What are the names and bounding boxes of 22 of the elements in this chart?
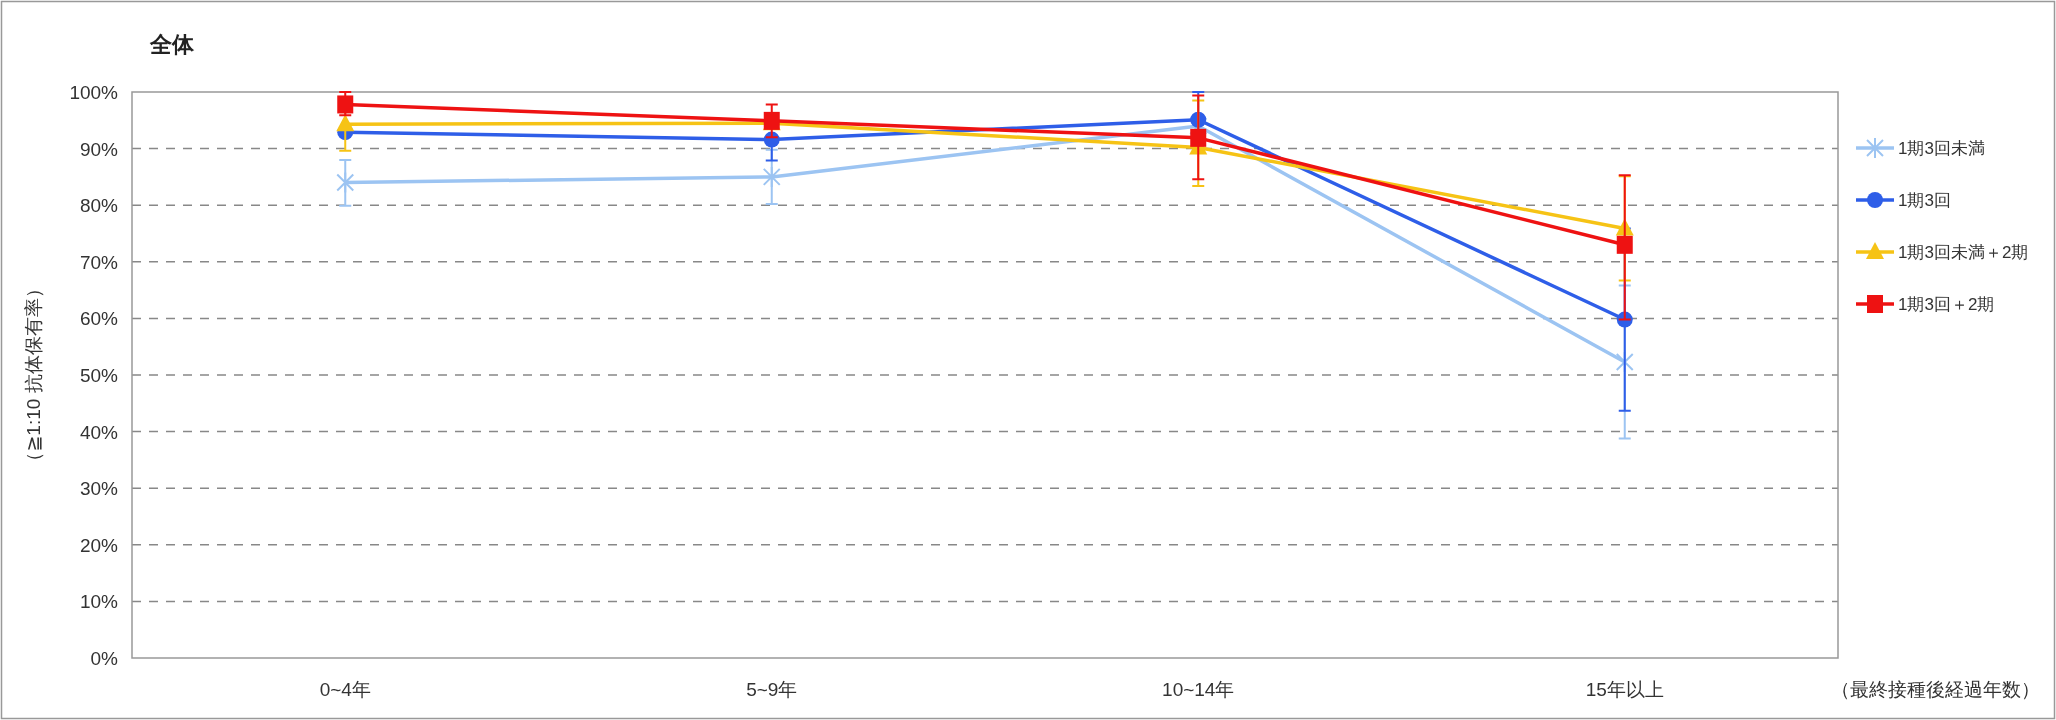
y-tick-label: 50% [79, 365, 119, 386]
y-tick-label: 30% [79, 478, 119, 500]
legend-label: 1期3回未満＋2期 [1898, 243, 2029, 262]
y-tick-label: 60% [79, 308, 119, 330]
y-tick-label: 40% [79, 421, 119, 443]
y-tick-label: 80% [79, 195, 119, 217]
legend-label: 1期3回 [1898, 191, 1951, 210]
y-tick-label: 0% [90, 648, 119, 669]
legend-label: 1期3回未満 [1898, 139, 1985, 158]
x-tick-label: 10~14年 [1162, 679, 1235, 700]
x-tick-label: 15年以上 [1585, 679, 1664, 700]
y-tick-label: 70% [79, 251, 119, 273]
y-tick-label: 100% [69, 82, 119, 103]
y-tick-label: 90% [79, 138, 119, 160]
legend-label: 1期3回＋2期 [1898, 295, 1995, 314]
x-axis-title: （最終接種後経過年数） [1831, 679, 2040, 700]
x-tick-label: 5~9年 [746, 679, 798, 700]
y-tick-label: 10% [79, 591, 119, 613]
y-tick-label: 20% [79, 534, 119, 556]
x-tick-label: 0~4年 [319, 679, 371, 700]
chart-title: 全体 [149, 32, 195, 57]
y-axis-title: （≧1:10 抗体保有率） [23, 279, 44, 471]
